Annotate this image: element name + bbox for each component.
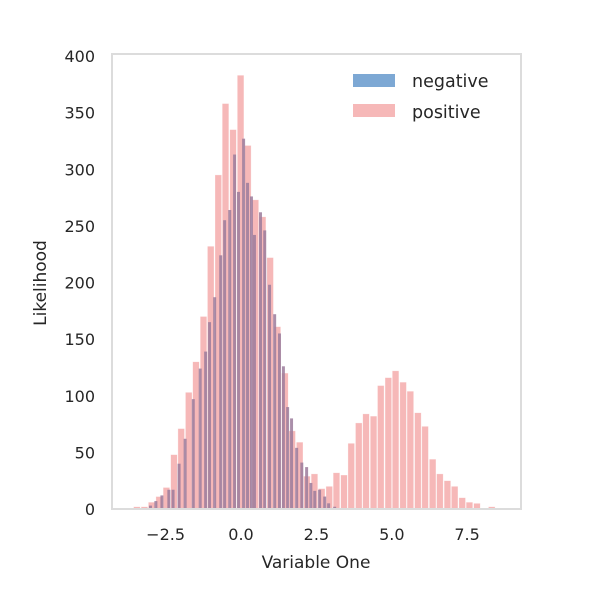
y-tick-label: 300 [64,160,95,179]
histogram-bar [246,182,250,509]
histogram-bar [443,480,452,510]
histogram-bar [318,489,322,509]
plot-area [133,74,496,510]
histogram-bar [177,463,181,509]
histogram-bar [290,418,294,509]
histogram-bar [281,366,285,509]
histogram-bar [305,467,309,509]
legend-label-positive: positive [412,103,481,123]
histogram-bar [295,447,299,510]
histogram-bar [300,462,304,509]
histogram-bar [355,422,363,510]
histogram-bar [259,212,262,509]
histogram-bar [171,489,175,509]
histogram-bar [323,496,327,509]
histogram-bar [333,506,337,510]
histogram-bar [183,438,187,509]
histogram-bar [399,381,407,510]
histogram-bar [237,191,240,509]
series-positive [133,74,496,510]
histogram-bar [347,443,355,510]
x-axis-ticks: −2.5 0.0 2.5 5.0 7.5 [146,525,480,544]
histogram-bar [391,370,400,510]
y-tick-label: 0 [85,500,95,519]
histogram-bar [228,210,232,509]
y-axis-ticks: 0 50 100 150 200 250 300 350 400 [64,47,95,519]
histogram-bar [223,220,227,509]
legend-swatch-negative [353,74,395,87]
histogram-bar [252,234,256,509]
axes-frame [111,53,522,510]
histogram-bar [191,399,195,509]
histogram-bar [219,255,223,509]
histogram-bar [242,138,246,510]
histogram-bar [204,351,208,509]
x-tick-label: 7.5 [454,525,479,544]
histogram-bar [233,154,237,509]
histogram-bar [309,482,313,509]
histogram-bar [160,495,164,509]
histogram-bar [268,284,272,509]
x-tick-label: 0.0 [228,525,253,544]
y-tick-label: 200 [64,274,95,293]
histogram-bar [327,503,331,509]
histogram-bar [208,322,212,509]
x-tick-label: 5.0 [379,525,404,544]
histogram-bar [332,472,341,510]
legend: negative positive [353,72,489,123]
histogram-bar [362,413,370,510]
histogram-bar [458,497,466,510]
histogram-bar [340,474,348,510]
y-tick-label: 350 [64,104,95,123]
y-tick-label: 250 [64,217,95,236]
y-axis-label: Likelihood [31,240,51,326]
y-tick-label: 50 [75,443,95,462]
histogram-bar [436,473,444,510]
histogram-bar [369,415,378,510]
y-tick-label: 100 [64,387,95,406]
legend-item-positive: positive [353,103,481,123]
histogram-bar [213,297,217,509]
histogram-bar [465,501,474,510]
legend-label-negative: negative [412,72,489,92]
histogram-bar [451,486,459,510]
histogram-bar [273,314,277,509]
histogram-bar [148,505,152,509]
histogram-bar [286,407,290,509]
legend-item-negative: negative [353,72,489,92]
y-tick-label: 400 [64,47,95,66]
histogram-bar [278,333,281,509]
histogram-bar [154,501,158,509]
histogram-bar [414,412,422,510]
series-negative [148,138,337,510]
histogram-bar [167,489,171,509]
x-tick-label: −2.5 [146,525,185,544]
histogram-bar [263,230,267,509]
histogram-bar [421,426,429,510]
histogram-bar [406,390,414,510]
histogram-bar [198,368,202,509]
x-axis-label: Variable One [262,553,371,573]
histogram-bar [384,377,392,510]
histogram-bar [313,490,317,509]
histogram-bar [249,196,253,509]
histogram-bar [429,458,437,510]
histogram-bar [377,385,385,510]
legend-swatch-positive [353,104,395,117]
x-tick-label: 2.5 [304,525,329,544]
y-tick-label: 150 [64,330,95,349]
